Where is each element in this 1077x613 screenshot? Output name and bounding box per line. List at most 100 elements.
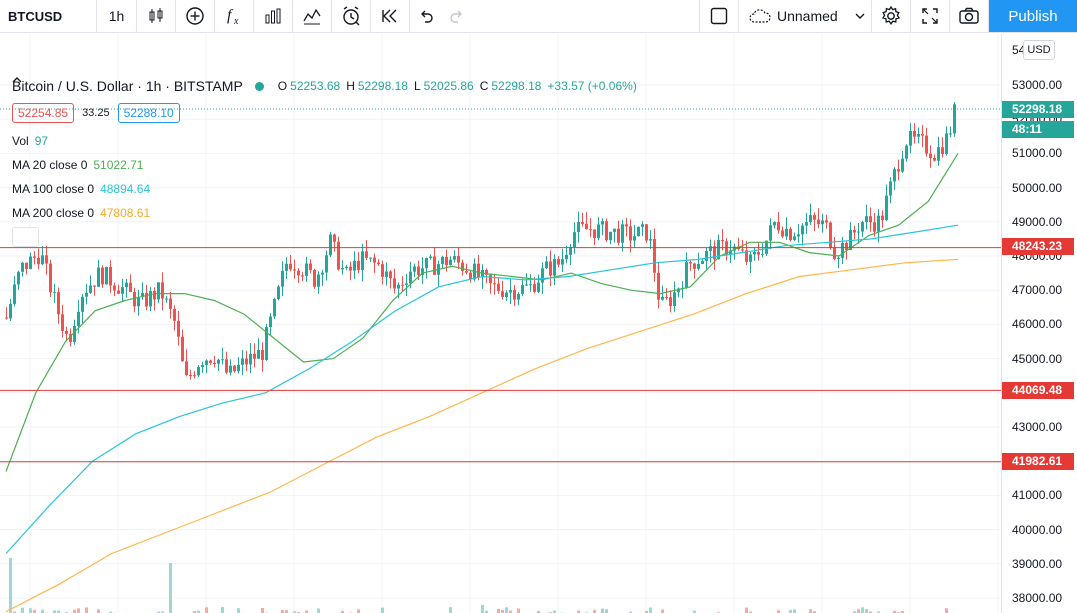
ma20-legend[interactable]: MA 20 close 0 51022.71: [12, 153, 712, 177]
volume-label: Vol: [12, 134, 29, 148]
interval-button[interactable]: 1h: [97, 0, 137, 32]
candle-body: [233, 365, 236, 372]
symbol-title[interactable]: Bitcoin / U.S. Dollar · 1h · BITSTAMP: [12, 78, 243, 94]
volume-bar: [649, 607, 652, 613]
fullscreen-button[interactable]: [911, 0, 950, 32]
candle-body: [769, 225, 772, 241]
low-label: L: [413, 79, 421, 93]
candle-body: [569, 247, 572, 255]
price-tick-label: 41000.00: [1012, 488, 1063, 503]
candle-body: [905, 145, 908, 159]
candle-body: [245, 358, 248, 365]
candle-body: [257, 349, 260, 359]
candle-body: [889, 181, 892, 196]
price-tick-label: 47000.00: [1012, 283, 1063, 298]
redo-button[interactable]: [441, 0, 472, 32]
candle-body: [625, 224, 628, 227]
candle-body: [445, 256, 448, 266]
replay-button[interactable]: [371, 0, 410, 32]
select-button[interactable]: [699, 0, 739, 32]
volume-bar: [21, 607, 24, 613]
candle-body: [421, 268, 424, 276]
candle-body: [229, 365, 232, 373]
volume-bar: [809, 609, 812, 613]
volume-bar: [73, 609, 76, 613]
price-axis[interactable]: 53000.00 52000.00 51000.00 50000.00 49000.00…: [1001, 34, 1077, 613]
ma200-line: [5, 258, 959, 613]
buy-button[interactable]: 52288.10: [117, 103, 180, 123]
volume-bar: [813, 611, 816, 613]
volume-bar: [221, 607, 224, 613]
ma200-legend[interactable]: MA 200 close 0 47808.61: [12, 201, 712, 225]
candle-body: [453, 255, 456, 260]
open-value: 52253.68: [290, 79, 341, 93]
volume-bar: [553, 610, 556, 613]
candle-body: [825, 220, 828, 223]
candle-body: [145, 292, 148, 307]
volume-legend[interactable]: Vol 97: [12, 129, 712, 153]
volume-bar: [305, 610, 308, 613]
candle-body: [357, 260, 360, 270]
alert-button[interactable]: [332, 0, 371, 32]
price-chart[interactable]: [0, 34, 1001, 613]
candle-body: [673, 292, 676, 306]
volume-bar: [97, 609, 100, 613]
publish-button[interactable]: Publish: [989, 0, 1077, 32]
volume-bar: [745, 607, 748, 613]
settings-button[interactable]: [872, 0, 911, 32]
candle-body: [401, 284, 404, 286]
volume-value: 97: [34, 134, 49, 148]
layout-menu-button[interactable]: Unnamed: [739, 0, 872, 32]
symbol-search-button[interactable]: BTCUSD: [0, 0, 97, 32]
candle-body: [281, 270, 284, 287]
replay-icon: [382, 9, 397, 23]
volume-bar: [517, 608, 520, 613]
candle-body: [337, 241, 340, 270]
candle-body: [509, 289, 512, 293]
ma100-legend[interactable]: MA 100 close 0 48894.64: [12, 177, 712, 201]
candle-body: [617, 228, 620, 243]
currency-button[interactable]: USD: [1023, 40, 1055, 60]
templates-icon: [303, 8, 321, 25]
snapshot-button[interactable]: [950, 0, 989, 32]
volume-bar: [9, 558, 12, 613]
alert-icon: [343, 6, 360, 26]
volume-bar: [65, 611, 68, 613]
candle-body: [537, 282, 540, 292]
sell-button[interactable]: 52254.85: [12, 103, 75, 123]
financials-button[interactable]: [254, 0, 293, 32]
candle-body: [565, 254, 568, 260]
candle-body: [573, 232, 576, 248]
undo-button[interactable]: [410, 0, 441, 32]
candle-body: [465, 271, 468, 273]
bar-style-button[interactable]: [137, 0, 176, 32]
candle-body: [273, 298, 276, 317]
candle-body: [441, 256, 444, 265]
candle-body: [805, 222, 808, 226]
volume-bar: [749, 611, 752, 613]
templates-button[interactable]: [293, 0, 332, 32]
candle-body: [125, 282, 128, 288]
ma100-label: MA 100 close 0: [12, 182, 95, 196]
candle-body: [413, 266, 416, 272]
volume-bar: [501, 609, 504, 613]
high-value: 52298.18: [357, 79, 408, 93]
volume-bar: [877, 611, 880, 613]
volume-bar: [945, 608, 948, 613]
candle-body: [865, 216, 868, 223]
candle-body: [885, 195, 888, 221]
candle-body: [729, 250, 732, 255]
collapse-legend-button[interactable]: [12, 77, 39, 247]
compare-button[interactable]: [176, 0, 215, 32]
volume-bar: [77, 608, 80, 613]
candle-body: [785, 228, 788, 237]
candle-body: [529, 284, 532, 286]
candle-body: [293, 269, 296, 271]
candle-body: [389, 271, 392, 279]
candle-body: [501, 291, 504, 298]
price-tick-label: 45000.00: [1012, 351, 1063, 366]
candle-body: [821, 220, 824, 225]
